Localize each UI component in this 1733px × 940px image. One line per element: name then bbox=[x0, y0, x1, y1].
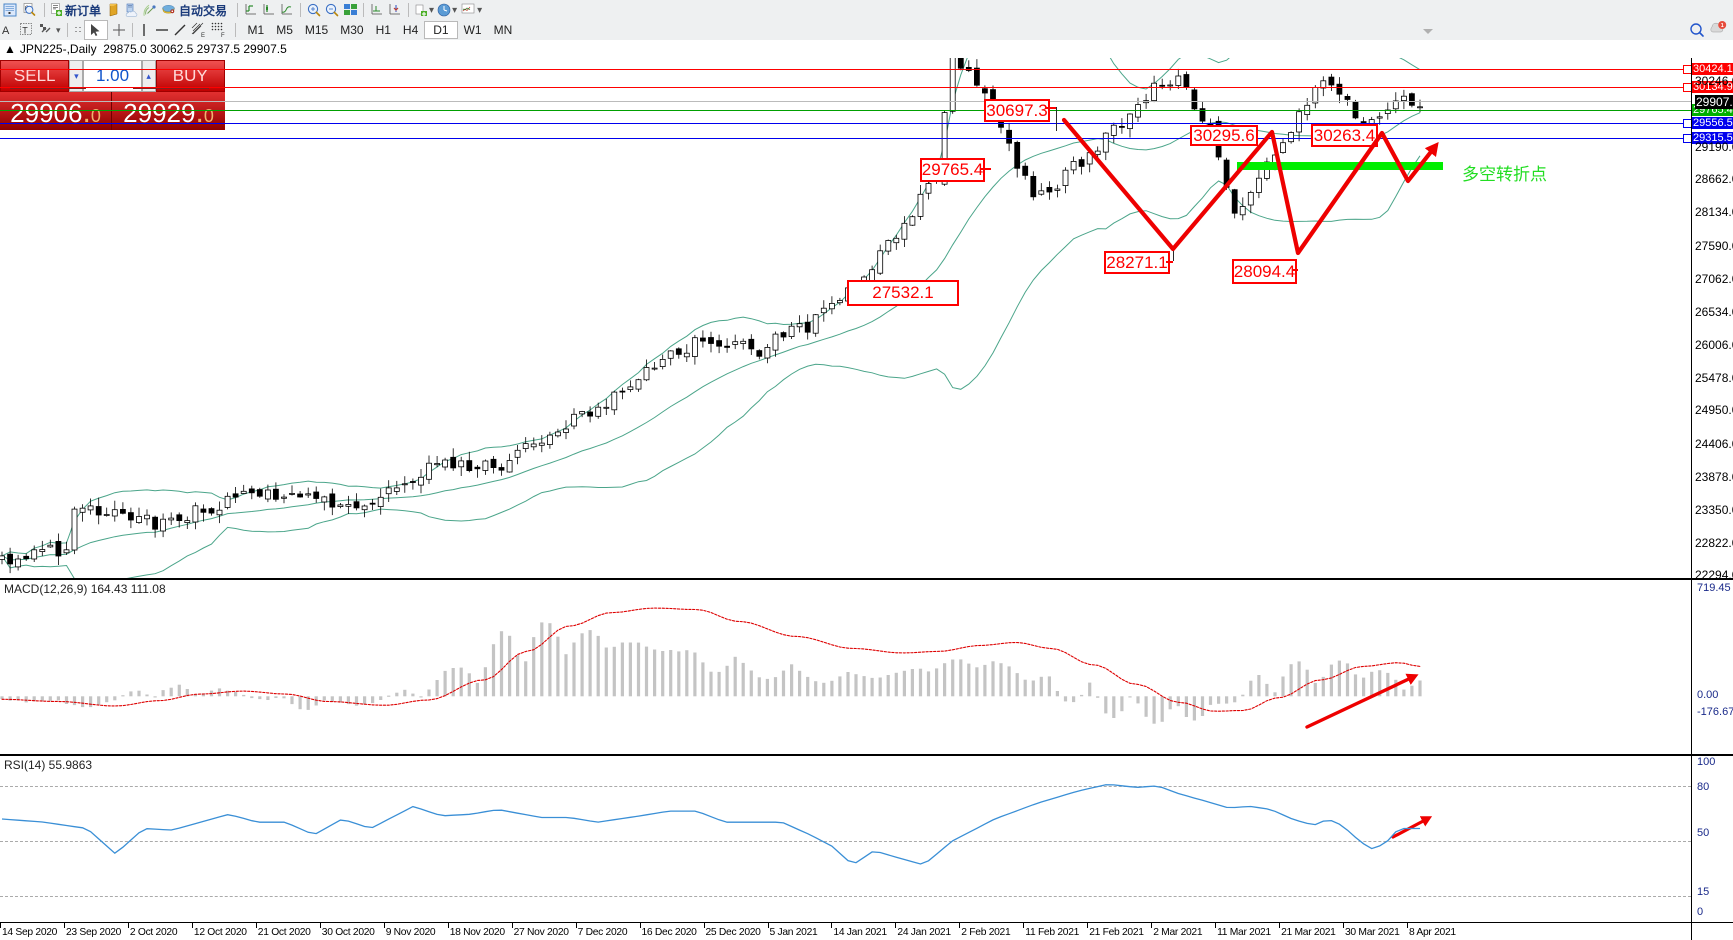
svg-text:1: 1 bbox=[1721, 23, 1724, 29]
svg-text:A: A bbox=[2, 25, 10, 37]
svg-text:F: F bbox=[221, 33, 225, 38]
svg-text:E: E bbox=[201, 33, 205, 38]
svg-text:T: T bbox=[22, 26, 28, 36]
